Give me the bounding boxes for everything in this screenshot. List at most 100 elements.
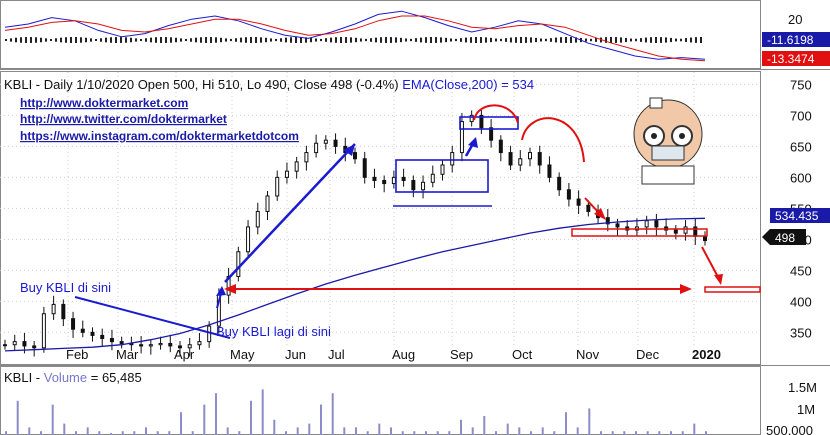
macd-hist-bar: [180, 38, 182, 42]
volume-bar: [98, 431, 101, 435]
macd-hist-bar: [365, 38, 367, 42]
volume-bar: [460, 419, 462, 435]
price-candle-body: [100, 334, 105, 340]
volume-bar: [320, 404, 322, 435]
price-candle-body: [518, 158, 523, 166]
macd-hist-bar: [200, 37, 202, 43]
volume-bar: [273, 419, 276, 435]
ema-value-tag: [770, 208, 830, 223]
volume-bar: [693, 423, 696, 435]
macd-hist-bar: [65, 37, 67, 43]
macd-hist-bar: [695, 37, 697, 43]
macd-hist-bar: [240, 37, 242, 43]
macd-hist-bar: [145, 38, 147, 42]
volume-bar: [238, 431, 241, 435]
price-candle-body: [187, 344, 192, 349]
price-candle-body: [158, 342, 163, 346]
macd-hist-bar: [615, 37, 617, 43]
macd-hist-bar: [160, 37, 162, 43]
volume-bar: [168, 431, 171, 435]
macd-hist-bar: [620, 37, 622, 43]
macd-hist-bar: [425, 37, 427, 43]
volume-tick-500k: 500,000: [766, 423, 813, 435]
price-candle-body: [508, 152, 513, 166]
macd-histogram: [5, 37, 702, 43]
volume-bar: [285, 431, 287, 435]
price-candle-body: [654, 220, 659, 228]
link-website[interactable]: http://www.doktermarket.com: [20, 96, 188, 110]
macd-hist-bar: [75, 37, 77, 43]
macd-hist-bar: [550, 38, 552, 42]
price-tick-350: 350: [790, 325, 812, 340]
volume-bar: [646, 431, 649, 435]
macd-signal-tag: [762, 51, 830, 66]
macd-hist-bar: [315, 38, 317, 42]
link-instagram[interactable]: https://www.instagram.com/doktermarketdo…: [20, 129, 299, 143]
volume-bar: [261, 389, 264, 435]
macd-hist-bar: [485, 37, 487, 43]
macd-hist-bar: [300, 37, 302, 43]
macd-hist-bar: [310, 37, 312, 43]
macd-hist-bar: [260, 37, 262, 43]
volume-bar: [623, 431, 626, 435]
volume-bar: [530, 431, 532, 435]
price-candle-body: [255, 210, 260, 228]
macd-hist-bar: [150, 37, 152, 43]
macd-hist-bar: [455, 38, 457, 42]
price-candle-body: [51, 303, 56, 315]
macd-hist-bar: [360, 38, 362, 42]
macd-hist-bar: [10, 38, 12, 42]
macd-hist-bar: [235, 38, 237, 42]
macd-hist-bar: [140, 38, 142, 42]
macd-hist-bar: [245, 37, 247, 43]
price-candle-body: [304, 152, 309, 163]
doctor-mascot: [633, 97, 703, 185]
macd-hist-bar: [460, 38, 462, 42]
macd-hist-bar: [540, 38, 542, 42]
macd-hist-bar: [45, 38, 47, 42]
macd-hist-bar: [500, 38, 502, 42]
macd-hist-bar: [490, 37, 492, 43]
volume-bar: [366, 431, 369, 435]
volume-bar: [343, 427, 346, 435]
macd-hist-bar: [640, 38, 642, 42]
macd-hist-bar: [255, 37, 257, 43]
macd-hist-bar: [190, 38, 192, 42]
macd-hist-bar: [340, 37, 342, 43]
macd-hist-bar: [275, 38, 277, 42]
macd-hist-bar: [345, 37, 347, 43]
price-candle-body: [323, 139, 328, 144]
price-candle-body: [440, 164, 445, 175]
price-candle-body: [22, 341, 27, 347]
price-candle-body: [148, 344, 153, 347]
macd-hist-bar: [220, 37, 222, 43]
price-candle-body: [566, 189, 571, 200]
price-candle-body: [605, 217, 610, 225]
ema-200-series: [4, 217, 706, 352]
price-tick-700: 700: [790, 108, 812, 123]
link-twitter[interactable]: http://www.twitter.com/doktermarket: [20, 112, 227, 126]
macd-hist-bar: [445, 37, 447, 43]
month-label-Jun: Jun: [285, 347, 306, 362]
macd-hist-bar: [85, 37, 87, 43]
macd-hist-bar: [205, 37, 207, 43]
price-candle-body: [498, 139, 503, 154]
price-candle-body: [469, 114, 474, 123]
macd-hist-bar: [130, 37, 132, 43]
macd-tick-20: 20: [788, 12, 802, 27]
price-candle-body: [644, 220, 649, 228]
month-label-Aug: Aug: [392, 347, 415, 362]
macd-hist-bar: [20, 37, 22, 43]
volume-bar: [635, 431, 637, 435]
macd-hist-bar: [285, 37, 287, 43]
macd-hist-bar: [450, 38, 452, 42]
macd-hist-bar: [385, 37, 387, 43]
macd-line-series: [4, 10, 706, 60]
volume-bar: [448, 431, 451, 435]
volume-bar: [401, 431, 404, 435]
volume-bar: [5, 431, 7, 435]
macd-hist-bar: [155, 37, 157, 43]
gridlines: [0, 72, 760, 345]
volume-bar: [191, 431, 194, 435]
volume-bar: [705, 431, 707, 435]
